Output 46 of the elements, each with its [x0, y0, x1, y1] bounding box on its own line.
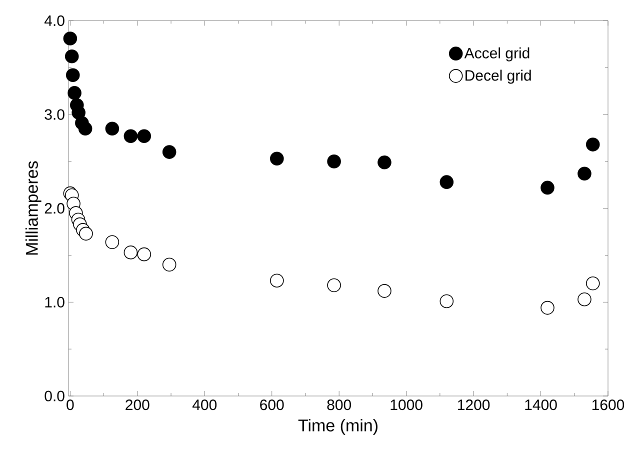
point	[124, 246, 138, 260]
point	[105, 235, 120, 250]
point	[137, 129, 152, 144]
point	[105, 122, 120, 136]
y-tick-label: 3.0	[44, 109, 64, 120]
x-tick-label: 1000	[390, 400, 422, 410]
point	[378, 284, 392, 298]
x-tick-label: 800	[327, 400, 352, 410]
point	[540, 300, 554, 315]
x-tick-label: 0	[66, 400, 74, 410]
y-tick-label: 1.0	[45, 296, 64, 308]
legend-label: Decel grid	[466, 70, 531, 84]
point	[68, 86, 82, 100]
y-tick-label: 4.0	[44, 15, 64, 26]
point	[327, 278, 341, 292]
point	[378, 155, 392, 170]
point	[586, 138, 600, 152]
point	[79, 226, 93, 241]
point	[270, 274, 284, 288]
y-tick-label: 2.0	[44, 203, 64, 214]
point	[66, 68, 80, 82]
x-tick-label: 1600	[592, 400, 624, 410]
point	[124, 129, 138, 144]
point	[78, 122, 92, 136]
point	[327, 154, 341, 168]
x-tick-label: 1400	[525, 400, 557, 410]
point	[578, 292, 592, 306]
point	[578, 166, 592, 181]
point	[162, 145, 176, 159]
point	[162, 258, 176, 272]
y-tick-label: 0.0	[44, 390, 64, 402]
point	[586, 276, 600, 290]
point	[64, 49, 79, 64]
point	[63, 32, 78, 46]
x-tick-label: 200	[126, 400, 150, 410]
x-axis-title: Time (min)	[298, 418, 378, 435]
point	[270, 152, 284, 166]
x-tick-label: 600	[260, 400, 284, 410]
x-tick-label: 400	[192, 400, 217, 410]
point	[540, 180, 554, 195]
y-axis-title: Milliamperes	[25, 161, 42, 255]
point	[440, 175, 454, 189]
point	[137, 247, 152, 262]
legend-label: Accel grid	[464, 47, 530, 62]
point	[440, 294, 454, 308]
x-tick-label: 1200	[458, 400, 490, 410]
